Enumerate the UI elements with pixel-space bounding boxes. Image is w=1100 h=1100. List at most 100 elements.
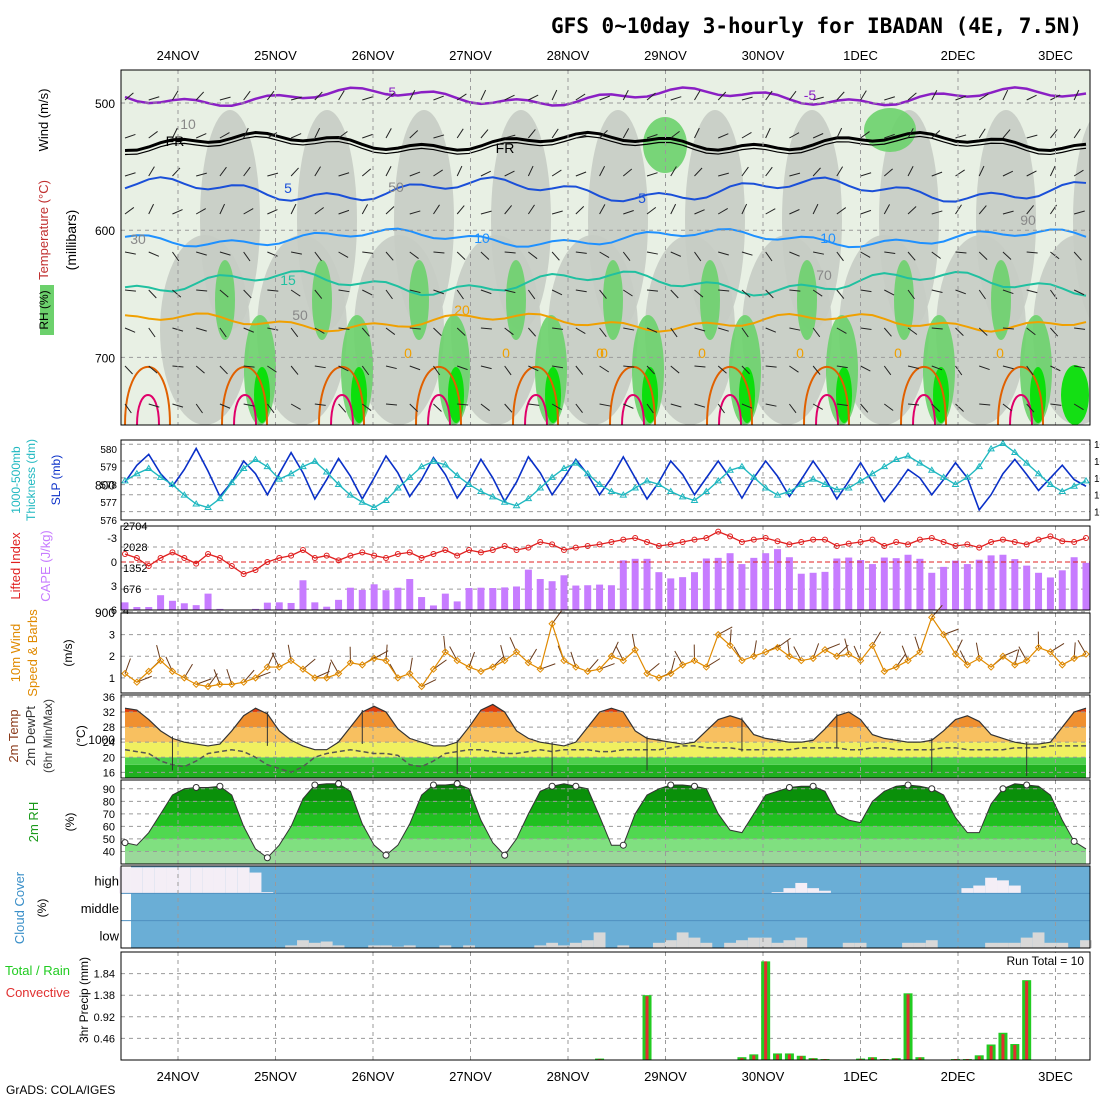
lifted-axis-label: Lifted Index: [8, 532, 23, 600]
upper-wind-barb: [148, 365, 158, 374]
thickness-point: [192, 500, 201, 507]
precip-convective-bar: [811, 1058, 815, 1060]
upper-wind-barb: [884, 403, 894, 411]
cape-bar: [774, 549, 782, 610]
thickness-point: [643, 476, 651, 484]
upper-wind-barb: [955, 327, 964, 337]
rh-contour-fill: [1061, 365, 1089, 425]
upper-wind-barb: [551, 210, 563, 215]
lifted-point: [311, 555, 318, 561]
upper-wind-barb: [456, 251, 466, 260]
lifted-point: [703, 535, 710, 541]
cape-bar: [157, 595, 165, 610]
rh-contour-fill: [700, 260, 720, 340]
upper-wind-barb: [314, 207, 324, 215]
thickness-point: [773, 491, 782, 498]
upper-wind-barb: [148, 289, 157, 299]
upper-wind-barb: [955, 134, 967, 139]
isotherm-25-loop: [706, 366, 753, 426]
upper-wind-barb: [290, 167, 299, 177]
rh-band: [125, 826, 1086, 839]
cape-bar: [513, 586, 521, 610]
upper-wind-barb: [124, 403, 132, 414]
upper-wind-barb: [1050, 403, 1062, 406]
upper-wind-barb: [931, 90, 938, 101]
contour-label: FR: [166, 133, 185, 149]
wind-barb: [646, 662, 660, 674]
cloud-low-bar: [700, 942, 713, 948]
contour-label: FR: [496, 140, 515, 156]
cloud-high-bar: [997, 880, 1009, 894]
thickness-point: [607, 487, 616, 495]
upper-wind-barb: [955, 251, 967, 254]
cape-bar: [679, 577, 687, 610]
thickness-point: [239, 464, 248, 471]
thickness-point: [868, 469, 877, 477]
wind-point: [228, 680, 236, 689]
upper-wind-barb: [433, 204, 440, 215]
wind-point: [1070, 654, 1078, 663]
lifted-point: [335, 557, 342, 564]
wind-barb: [587, 658, 599, 672]
upper-wind-barb: [978, 205, 987, 215]
wind-point: [595, 665, 604, 673]
upper-wind-barb: [955, 289, 966, 295]
wind-point: [761, 648, 770, 656]
temp2m-panel: 36 32 28 24 20 16 2m Temp 2m DewPt (6hr Min/Max)…: [6, 692, 1091, 779]
upper-wind-barb: [575, 365, 584, 375]
wind-point: [833, 652, 841, 660]
rh-point: [572, 782, 580, 790]
thickness-tick: 579: [100, 463, 117, 474]
upper-wind-barb: [267, 132, 278, 139]
contour-label: 5: [284, 180, 292, 196]
upper-wind-barb: [457, 365, 468, 371]
upper-wind-barb: [480, 210, 492, 215]
upper-wind-barb: [1073, 403, 1084, 411]
cloud-low-bar: [368, 945, 381, 948]
wind-point: [572, 663, 580, 671]
upper-wind-barb: [812, 403, 823, 410]
date-label-bottom: 27NOV: [449, 1069, 492, 1084]
wind-point: [678, 661, 687, 669]
lifted-point: [418, 555, 425, 561]
wind-point: [643, 669, 651, 678]
upper-wind-barb: [243, 208, 254, 215]
rh-bands: [125, 783, 1086, 864]
thickness-point: [346, 491, 355, 498]
upper-wind-barb: [409, 251, 419, 259]
upper-wind-barb: [860, 131, 870, 139]
upper-wind-barb: [741, 289, 751, 298]
upper-wind-barb: [836, 289, 845, 299]
wind-point: [168, 667, 177, 676]
cape-bar: [975, 559, 983, 610]
thickness-point: [500, 498, 509, 505]
cape-bar: [880, 557, 888, 610]
cloud-low-bar: [652, 942, 665, 948]
wind-point: [809, 654, 817, 663]
upper-wind-barb: [362, 96, 373, 101]
upper-wind-barb: [385, 166, 392, 177]
thickness-point: [963, 473, 972, 480]
isotherm-minus5: [124, 86, 1087, 108]
cloud-low-bar: [795, 937, 808, 948]
cape-bar: [121, 602, 129, 610]
upper-wind-barb: [361, 204, 369, 215]
upper-wind-barb: [456, 289, 464, 300]
cape-axis-label: CAPE (J/kg): [38, 530, 53, 602]
wind-barb: [492, 655, 505, 668]
temp-tick: 28: [103, 722, 115, 734]
upper-wind-barb: [599, 403, 611, 407]
precip-convective-bar: [799, 1056, 803, 1060]
wind-point: [322, 674, 331, 682]
rh-point: [904, 781, 912, 789]
upper-wind-barb: [646, 172, 658, 177]
lifted-point: [928, 535, 935, 541]
thickness-point: [512, 501, 521, 509]
precip-frame: [120, 951, 1091, 1061]
wind-point: [583, 667, 592, 676]
cloud-low-bar: [759, 937, 772, 948]
upper-wind-barb: [622, 89, 629, 101]
cloud-high-bar: [119, 867, 131, 894]
wind-point: [797, 656, 805, 665]
lifted-point: [513, 547, 520, 553]
